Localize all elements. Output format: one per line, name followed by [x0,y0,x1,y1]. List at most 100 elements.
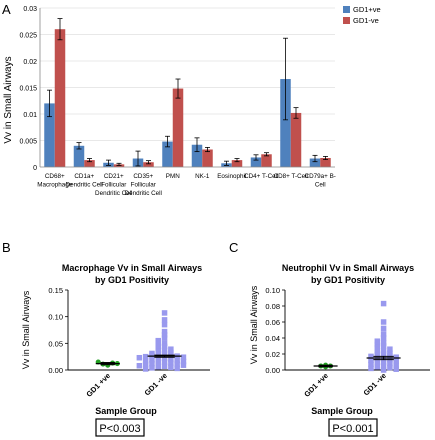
data-point [161,355,168,362]
data-point [374,364,381,370]
x-tick-label-a: CD79a+ B- [305,173,336,180]
y-axis-label-c: Vv in Small Airways [249,285,259,364]
bar-gd1-neg [261,154,272,167]
data-point [393,362,399,368]
data-point [155,337,162,344]
x-axis-label-b: Sample Group [95,406,157,416]
data-point [155,348,162,355]
panel-label-a: A [2,2,11,17]
data-point [374,338,381,344]
data-point [136,354,143,361]
pvalue-box-c [328,418,378,437]
y-tick-label-a: 0.01 [23,112,37,119]
panel-label-c: C [229,240,238,255]
data-point [374,356,381,362]
x-tick-label-a: PMN [166,173,180,180]
x-tick-label-a: Macrophage [37,182,73,189]
x-tick-label-a: Dendritic Cell [66,182,103,189]
pvalue-text-c: P<0.001 [332,423,373,435]
x-tick-label-a: CD68+ [45,173,65,180]
data-point [368,357,374,364]
y-tick-label-a: 0.005 [19,139,37,146]
data-point [380,325,387,332]
bar-gd1-pos [191,144,203,167]
chart-title-b-line1: Macrophage Vv in Small Airways [62,263,202,273]
data-point [174,365,180,372]
y-tick-label-a: 0.03 [23,6,37,13]
data-point [368,365,374,372]
scatter-chart-b: Macrophage Vv in Small Airways by GD1 Po… [21,263,210,437]
data-point [155,351,162,358]
data-point [136,362,143,369]
data-point [161,347,168,354]
data-point [142,366,149,372]
bar-gd1-neg [172,88,184,167]
data-point [387,352,393,359]
data-point [380,335,387,341]
x-axis-label-c: Sample Group [311,406,373,416]
x-tick-label-a: CD21+ [104,173,124,180]
x-tick-label: GD1 -ve [143,371,169,397]
data-point [374,352,381,358]
y-axis-label-a: Vv in Small Airways [3,56,14,143]
data-point [155,345,162,351]
legend-label: GD1+ve [353,5,381,14]
x-tick-label-a: Cell [315,182,326,189]
data-point [380,351,387,357]
bar-chart-a: Vv in Small Airways 0 0.005 0.01 0.015 0.02 0… [3,5,381,197]
bar-gd1-pos [162,141,173,167]
bar-gd1-pos [280,79,291,167]
y-tick-label: 0.08 [265,302,280,311]
x-tick-label-a: CD1a+ [74,173,94,180]
chart-title-b-line2: by GD1 Positivity [95,275,169,285]
x-tick-label-a: Follicular [101,182,126,189]
bar-gd1-neg [231,160,243,167]
data-point [161,340,168,347]
bar-gd1-pos [44,103,55,167]
x-tick-label-a: CD35+ [133,173,153,180]
data-point [161,363,168,370]
data-point [393,366,399,372]
data-point [161,335,168,341]
data-point [155,342,162,348]
legend-label: GD1-ve [353,16,379,25]
data-point [393,358,399,364]
data-point [142,358,149,364]
y-tick-label: 0.00 [265,366,280,375]
data-point [142,361,149,368]
data-point [161,351,168,357]
pvalue-box-b [95,418,145,437]
data-point [161,359,168,365]
data-point [161,332,168,338]
data-point [168,360,174,366]
legend-swatch [343,17,350,24]
data-point [368,353,374,360]
data-point [387,346,393,352]
x-tick-label-a: Follicular [131,182,156,189]
x-tick-label-a: Dendritic Cell [125,190,162,197]
data-point [168,346,174,352]
data-point [168,364,174,371]
data-point [393,354,399,360]
data-point [168,356,174,363]
data-point [161,343,168,350]
x-tick-label-a: NK-1 [195,173,210,180]
y-axis-label-b: Vv in Small Airways [21,290,31,369]
data-point [174,357,180,364]
x-tick-label-a: Eosinophil [217,173,246,180]
data-point [374,360,381,366]
data-point [380,348,387,354]
data-point [387,364,393,371]
data-point [174,361,180,367]
data-point [387,360,393,367]
pvalue-text-b: P<0.003 [99,423,140,435]
data-point [380,367,387,373]
legend-swatch [343,6,350,13]
data-point [374,341,381,348]
legend-a: GD1+ve GD1-ve [343,5,381,25]
data-point [380,359,387,365]
x-tick-label-a: CD4+ T-Cell [244,173,278,180]
data-point [161,317,168,323]
y-tick-label: 0.15 [48,286,63,295]
y-tick-label: 0.10 [265,286,280,295]
